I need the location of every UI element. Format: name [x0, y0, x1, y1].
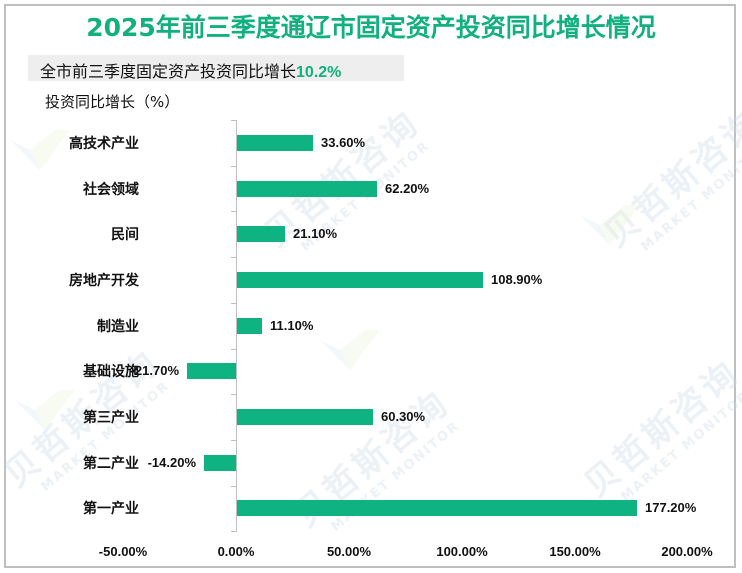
y-axis-label: 投资同比增长（%） — [45, 93, 180, 111]
subtitle-text: 全市前三季度固定资产投资同比增长 — [40, 62, 297, 81]
bar — [237, 181, 377, 197]
data-label: 60.30% — [381, 409, 426, 424]
y-axis-tick — [231, 303, 236, 304]
y-axis-tick — [231, 531, 236, 532]
data-label: -14.20% — [147, 455, 196, 470]
data-label: 62.20% — [385, 181, 430, 196]
bar — [237, 272, 483, 288]
bar — [237, 318, 262, 334]
data-label: 177.20% — [645, 500, 697, 515]
category-label: 第一产业 — [83, 501, 139, 517]
x-axis-tick-label: 0.00% — [217, 544, 255, 559]
bar — [237, 226, 285, 242]
y-axis-tick — [231, 349, 236, 350]
bar — [187, 363, 236, 379]
zero-axis-line — [236, 120, 237, 532]
category-label: 社会领域 — [83, 182, 139, 198]
subtitle-box — [28, 55, 404, 81]
category-label: 高技术产业 — [69, 136, 139, 152]
category-label: 基础设施 — [83, 364, 139, 380]
bar — [237, 135, 313, 151]
bar — [237, 409, 373, 425]
y-axis-tick — [231, 166, 236, 167]
subtitle-highlight: 10.2% — [296, 64, 342, 81]
data-label: 33.60% — [321, 135, 366, 150]
category-label: 民间 — [111, 227, 139, 243]
data-label: -21.70% — [130, 363, 179, 378]
bar — [204, 455, 236, 471]
x-axis-tick-label: 50.00% — [326, 544, 372, 559]
y-axis-tick — [231, 440, 236, 441]
y-axis-tick — [231, 257, 236, 258]
data-label: 21.10% — [293, 226, 338, 241]
x-axis-tick-label: 200.00% — [661, 544, 713, 559]
data-label: 108.90% — [491, 272, 543, 287]
category-label: 第二产业 — [83, 456, 139, 472]
bar — [237, 500, 637, 516]
category-label: 房地产开发 — [69, 273, 139, 289]
category-label: 制造业 — [97, 319, 139, 335]
category-label: 第三产业 — [83, 410, 139, 426]
chart-title: 2025年前三季度通辽市固定资产投资同比增长情况 — [86, 13, 656, 42]
y-axis-tick — [231, 211, 236, 212]
x-axis-tick-label: -50.00% — [98, 544, 148, 559]
y-axis-tick — [231, 486, 236, 487]
data-label: 11.10% — [270, 318, 314, 333]
y-axis-tick — [231, 120, 236, 121]
x-axis-tick-label: 100.00% — [436, 544, 488, 559]
y-axis-tick — [231, 394, 236, 395]
x-axis-tick-label: 150.00% — [549, 544, 601, 559]
subtitle: 全市前三季度固定资产投资同比增长10.2% — [40, 58, 341, 82]
